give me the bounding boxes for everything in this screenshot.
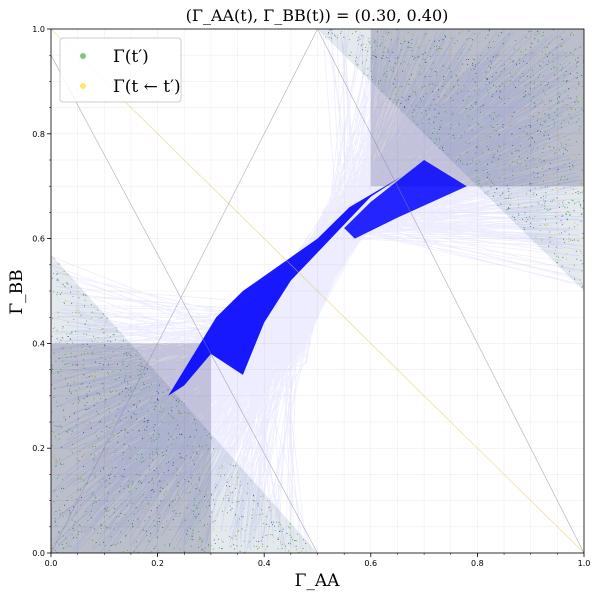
legend-marker-t-prime [80, 53, 86, 59]
transition-lines [51, 29, 584, 553]
guide-line [51, 29, 584, 553]
guide-line [317, 29, 584, 553]
x-tick-label: 0.6 [364, 559, 377, 568]
legend-marker-t-from-t-prime [80, 83, 86, 89]
guide-line [51, 55, 318, 553]
y-tick-label: 1.0 [32, 25, 45, 34]
y-tick-label: 0.2 [32, 444, 45, 453]
y-axis-label: Γ_BB [7, 269, 27, 314]
chart-title: (Γ_AA(t), Γ_BB(t)) = (0.30, 0.40) [186, 6, 449, 25]
y-tick-label: 0.8 [32, 130, 45, 139]
x-tick-label: 0.0 [45, 559, 58, 568]
x-tick-label: 1.0 [578, 559, 591, 568]
guide-lines [51, 29, 584, 553]
axis-ticks: 0.0 0.2 0.4 0.6 0.8 1.0 0.0 0.2 0.4 0.6 0.8 1.0 [32, 25, 590, 568]
y-tick-label: 0.6 [32, 235, 45, 244]
x-axis-label: Γ_AA [295, 571, 341, 591]
guide-line [51, 29, 318, 553]
upper-right-region [317, 29, 584, 291]
x-tick-label: 0.2 [151, 559, 164, 568]
y-tick-label: 0.0 [32, 549, 45, 558]
high-state-box [370, 29, 584, 187]
legend-label-t-prime: Γ(t′) [113, 47, 149, 67]
y-tick-label: 0.4 [32, 339, 45, 348]
x-tick-label: 0.4 [258, 559, 271, 568]
legend-box [59, 37, 182, 103]
legend: Γ(t′) Γ(t ← t′) [59, 37, 182, 103]
legend-label-t-from-t-prime: Γ(t ← t′) [113, 77, 181, 97]
transition-core-upper [344, 160, 467, 239]
transition-core [168, 175, 403, 396]
x-tick-label: 0.8 [471, 559, 484, 568]
